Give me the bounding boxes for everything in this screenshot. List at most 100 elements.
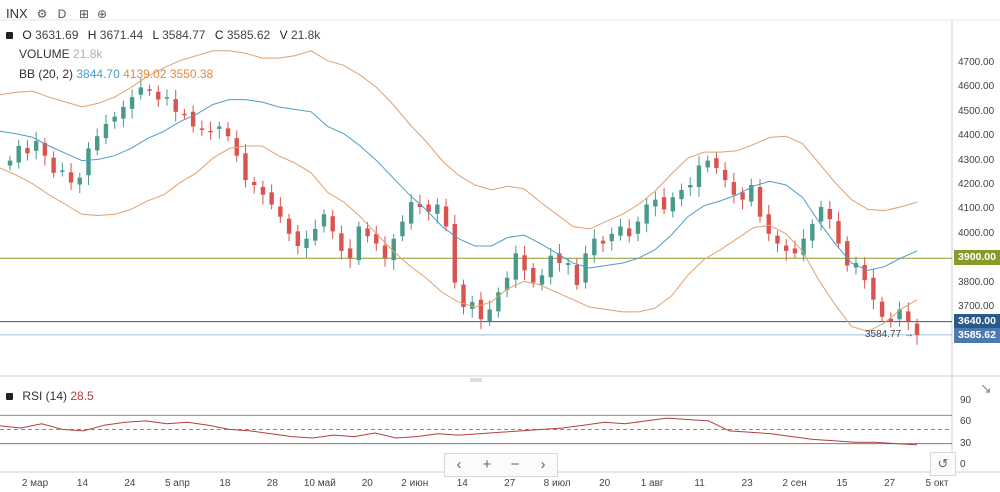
candle-body [600, 240, 606, 244]
candle-body [16, 145, 21, 163]
time-tick-label: 27 [883, 478, 896, 489]
candle-body [470, 302, 475, 309]
scroll-right-button[interactable]: › [540, 456, 546, 473]
price-tick-label: 4000.00 [958, 227, 995, 239]
candle-body [129, 97, 135, 109]
indicator-add-icon[interactable]: ⊕ [96, 7, 108, 21]
candle-body [766, 214, 771, 234]
candle-body [565, 263, 571, 266]
bb-upper-band [0, 50, 918, 230]
candle-body [792, 248, 798, 254]
candle-body [818, 206, 824, 222]
candle-body [757, 186, 763, 217]
candle-body [374, 233, 379, 244]
volume-value: 21.8k [73, 47, 103, 61]
zoom-in-button[interactable]: + [482, 456, 492, 473]
candle-body [531, 267, 536, 283]
bb-legend[interactable]: BB (20, 2) 3844.70 4139.02 3550.38 [19, 67, 213, 81]
candle-body [688, 185, 693, 188]
candle-body [77, 177, 82, 185]
candle-body [845, 241, 850, 266]
candle-body [112, 116, 117, 122]
candle-body [827, 208, 832, 220]
bb-basis-value: 3844.70 [76, 67, 120, 81]
last-price-tag: 3585.62 [954, 328, 1000, 343]
candle-body [635, 221, 641, 234]
candle-body [714, 158, 719, 168]
zoom-out-button[interactable]: − [510, 456, 520, 473]
candle-body [286, 218, 292, 234]
candle-body [121, 106, 126, 119]
close-label: C [214, 28, 224, 42]
high-value: 3671.44 [99, 28, 144, 42]
rsi-legend[interactable]: RSI (14) 28.5 [6, 389, 94, 403]
candle-body [60, 170, 65, 172]
volume-legend[interactable]: VOLUME 21.8k [19, 47, 102, 61]
price-tick-label: 4700.00 [958, 57, 995, 68]
volume-label-short: V [279, 28, 288, 42]
low-label: L [152, 28, 159, 42]
candle-body [103, 124, 109, 139]
gear-icon[interactable]: ⚙ [36, 7, 48, 21]
interval-button[interactable]: D [57, 7, 67, 21]
price-tick-label: 4600.00 [958, 81, 995, 93]
price-tick-label: 4500.00 [958, 105, 995, 117]
low-value: 3584.77 [162, 28, 206, 42]
time-tick-label: 5 окт [925, 478, 949, 489]
candle-body [452, 224, 457, 283]
candle-body [208, 130, 213, 133]
candle-body [504, 277, 510, 290]
low-annotation: 3584.77 → [865, 329, 914, 340]
rsi-tick-label: 60 [960, 416, 972, 428]
scroll-left-button[interactable]: ‹ [456, 456, 462, 473]
horizontal-line-3640-tag[interactable]: 3640.00 [954, 314, 1000, 329]
price-tick-label: 3700.00 [958, 301, 995, 312]
time-tick-label: 20 [599, 478, 611, 489]
price-tick-label: 4400.00 [958, 130, 995, 142]
time-tick-label: 8 июл [543, 478, 571, 489]
reset-chart-icon[interactable]: ↺ [930, 452, 956, 476]
candle-body [164, 97, 170, 99]
zoom-nav-bar: ‹ + − › [444, 453, 558, 477]
scroll-to-realtime-icon[interactable]: ↘ [980, 380, 992, 396]
candle-body [295, 231, 300, 246]
candle-body [95, 136, 100, 151]
horizontal-line-3900-tag[interactable]: 3900.00 [954, 250, 1000, 265]
high-label: H [87, 28, 97, 42]
time-tick-label: 10 май [303, 478, 336, 489]
candle-body [86, 148, 91, 176]
candle-body [147, 89, 152, 91]
candle-body [705, 160, 710, 168]
symbol-label[interactable]: INX [6, 6, 28, 21]
candle-body [879, 301, 885, 317]
candle-body [408, 202, 414, 224]
price-tick-label: 3800.00 [958, 276, 995, 288]
candle-body [400, 221, 405, 237]
time-tick-label: 2 июн [401, 478, 429, 489]
rsi-visibility-icon[interactable] [6, 393, 13, 401]
candle-body [356, 226, 362, 261]
rsi-tick-label: 30 [960, 437, 972, 449]
candle-body [592, 238, 597, 256]
series-visibility-icon[interactable] [6, 32, 13, 40]
candle-body [888, 318, 894, 322]
candle-body [173, 99, 178, 112]
rsi-line [0, 417, 918, 446]
bb-upper-value: 4139.02 [123, 67, 167, 81]
candle-body [443, 206, 449, 227]
rsi-tick-label: 0 [960, 459, 966, 470]
candle-body [670, 197, 676, 212]
candle-body [871, 277, 876, 300]
price-tick-label: 4200.00 [958, 179, 995, 190]
time-tick-label: 14 [456, 478, 468, 489]
candle-body [539, 275, 545, 285]
compare-plus-icon[interactable]: ⊞ [78, 7, 90, 21]
chart-toolbar: INX ⚙ D ⊞ ⊕ [0, 0, 1000, 28]
candle-body [914, 323, 920, 336]
candle-body [304, 238, 309, 248]
time-tick-label: 27 [504, 478, 516, 489]
candle-body [897, 309, 902, 320]
candle-body [627, 228, 632, 237]
candle-body [190, 111, 196, 127]
